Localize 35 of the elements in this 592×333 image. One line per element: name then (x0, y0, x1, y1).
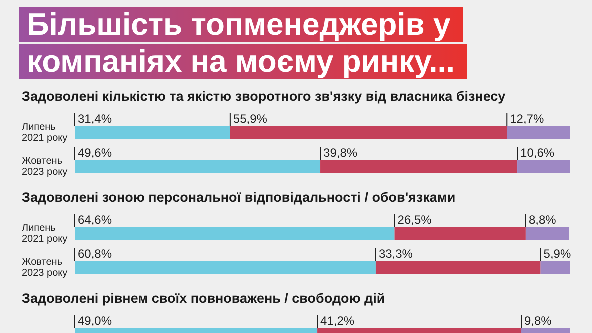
bar (518, 160, 570, 173)
data-label: 64,6% (78, 213, 112, 227)
bar (507, 126, 570, 139)
chart-subtitle: Задоволені зоною персональної відповідальності / обов'язками (21, 189, 457, 206)
y-tick-label: Липень 2021 року (22, 122, 68, 144)
data-label: 26,5% (398, 213, 432, 227)
chart-subtitle: Задоволені рівнем своїх повноважень / свободою дій (21, 290, 386, 307)
data-label: 12,7% (510, 112, 544, 126)
bar (320, 160, 518, 173)
data-label: 31,4% (78, 112, 112, 126)
bar (75, 126, 230, 139)
data-label: 55,9% (233, 112, 268, 126)
bar (540, 261, 570, 274)
bar (376, 261, 541, 274)
bar (75, 160, 321, 173)
y-tick-label: Липень 2021 року (22, 223, 68, 245)
data-label: 8,8% (528, 213, 557, 227)
bar (75, 261, 376, 274)
chart-title: Більшість топменеджерів у компаніях на моєму ринку... (19, 7, 467, 79)
data-label: 41,2% (320, 314, 355, 328)
y-tick-label: Жовтень 2023 року (22, 156, 68, 178)
data-label: 33,3% (378, 247, 414, 261)
data-label: 5,9% (544, 247, 572, 261)
bar (75, 227, 395, 240)
data-label: 39,8% (324, 146, 358, 160)
data-label: 49,6% (78, 146, 112, 160)
bar (394, 227, 526, 240)
data-label: 9,8% (524, 314, 552, 328)
data-label: 10,6% (520, 146, 555, 160)
bar (526, 227, 570, 240)
data-label: 49,0% (78, 314, 112, 328)
data-label: 60,8% (78, 247, 112, 261)
y-tick-label: Жовтень 2023 року (22, 257, 68, 279)
chart-subtitle: Задоволені кількістю та якістю зворотного зв'язку від власника бізнесу (21, 88, 507, 105)
bar (230, 126, 508, 139)
